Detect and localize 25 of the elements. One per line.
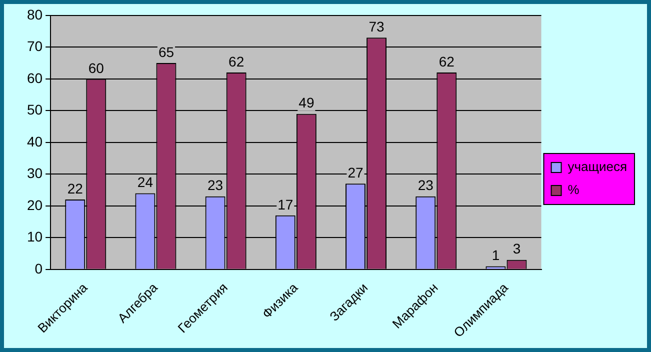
data-label: 60 bbox=[88, 60, 104, 76]
data-label: 65 bbox=[158, 44, 174, 60]
data-label: 17 bbox=[278, 196, 294, 212]
y-tick-label: 60 bbox=[26, 70, 43, 86]
data-label: 62 bbox=[438, 53, 455, 70]
data-label: 23 bbox=[418, 177, 434, 194]
data-label: 1 bbox=[492, 247, 500, 264]
data-label: 22 bbox=[67, 180, 84, 196]
data-label: 3 bbox=[512, 240, 521, 257]
legend-label: учащиеся bbox=[568, 159, 628, 174]
data-label: 73 bbox=[368, 18, 385, 34]
y-tick-label: 0 bbox=[34, 260, 43, 276]
y-tick-label: 20 bbox=[26, 196, 43, 213]
legend-label: % bbox=[568, 182, 580, 198]
data-label: 23 bbox=[208, 177, 224, 194]
y-tick-label: 80 bbox=[26, 6, 43, 22]
data-label: 49 bbox=[298, 94, 314, 111]
data-label: 62 bbox=[228, 53, 244, 70]
data-label: 27 bbox=[348, 164, 364, 181]
y-tick-label: 10 bbox=[26, 228, 43, 245]
y-tick-label: 50 bbox=[26, 102, 43, 118]
y-tick-label: 40 bbox=[26, 133, 43, 150]
data-label: 24 bbox=[137, 174, 154, 190]
y-tick-label: 30 bbox=[26, 165, 43, 182]
y-tick-label: 70 bbox=[26, 38, 43, 54]
